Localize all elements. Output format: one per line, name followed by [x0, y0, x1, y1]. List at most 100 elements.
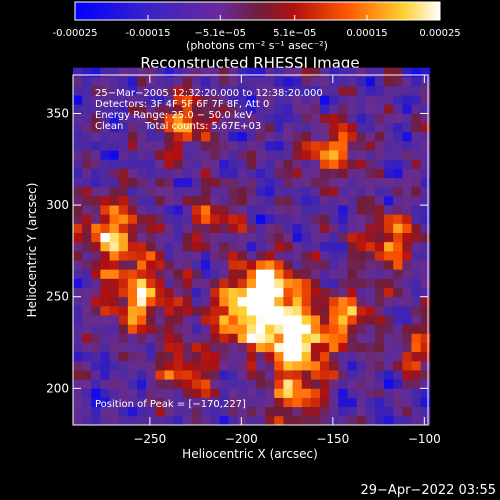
heatmap-cell: [374, 406, 385, 417]
heatmap-cell: [301, 370, 312, 380]
heatmap-cell: [246, 168, 257, 179]
heatmap-cell: [210, 305, 220, 316]
heatmap-cell: [228, 388, 239, 398]
heatmap-cell: [182, 260, 193, 270]
heatmap-cell: [100, 241, 110, 252]
heatmap-cell: [127, 168, 138, 179]
heatmap-cell: [173, 113, 184, 124]
heatmap-cell: [182, 241, 193, 252]
heatmap-cell: [255, 287, 266, 298]
heatmap-cell: [283, 177, 293, 188]
heatmap-cell: [219, 232, 229, 243]
heatmap-cell: [365, 67, 376, 78]
heatmap-cell: [210, 113, 220, 124]
heatmap-cell: [274, 76, 284, 87]
y-tick-label: 350: [46, 106, 69, 120]
heatmap-cell: [191, 287, 202, 298]
heatmap-cell: [265, 67, 275, 78]
heatmap-cell: [91, 113, 101, 124]
heatmap-cell: [91, 205, 101, 215]
heatmap-cell: [210, 232, 220, 243]
heatmap-cell: [73, 342, 83, 353]
heatmap-cell: [411, 122, 422, 133]
heatmap-cell: [82, 95, 92, 105]
heatmap-cell: [146, 305, 156, 316]
heatmap-cell: [310, 223, 321, 233]
heatmap-cell: [100, 342, 110, 353]
heatmap-cell: [320, 360, 330, 371]
heatmap-cell: [347, 269, 358, 279]
heatmap-cell: [82, 269, 92, 279]
heatmap-cell: [228, 260, 239, 270]
heatmap-cell: [365, 250, 376, 261]
heatmap-cell: [255, 260, 266, 270]
heatmap-cell: [292, 342, 303, 353]
heatmap-cell: [246, 223, 257, 233]
heatmap-cell: [164, 324, 175, 334]
heatmap-cell: [127, 223, 138, 233]
heatmap-cell: [283, 305, 293, 316]
heatmap-cell: [109, 113, 120, 124]
heatmap-cell: [402, 241, 412, 252]
heatmap-cell: [283, 131, 293, 142]
heatmap-cell: [246, 85, 257, 96]
heatmap-cell: [255, 67, 266, 78]
heatmap-cell: [201, 287, 211, 298]
heatmap-cell: [393, 140, 403, 151]
heatmap-cell: [109, 324, 120, 334]
heatmap-cell: [420, 333, 431, 343]
heatmap-cell: [338, 214, 348, 224]
heatmap-cell: [338, 351, 348, 362]
heatmap-cell: [164, 159, 175, 169]
heatmap-cell: [384, 76, 394, 87]
heatmap-cell: [100, 113, 110, 124]
heatmap-cell: [137, 186, 147, 197]
heatmap-cell: [137, 287, 147, 298]
heatmap-cell: [246, 333, 257, 343]
heatmap-cell: [329, 388, 339, 398]
heatmap-cell: [393, 351, 403, 362]
heatmap-cell: [237, 342, 248, 353]
heatmap-cell: [164, 406, 175, 417]
heatmap-cell: [384, 388, 394, 398]
heatmap-cell: [127, 85, 138, 96]
heatmap-cell: [100, 333, 110, 343]
heatmap-cell: [109, 260, 120, 270]
heatmap-cell: [265, 397, 275, 408]
heatmap-cell: [182, 287, 193, 298]
heatmap-cell: [393, 406, 403, 417]
heatmap-cell: [265, 241, 275, 252]
heatmap-cell: [155, 278, 165, 288]
heatmap-cell: [274, 223, 284, 233]
heatmap-cell: [301, 122, 312, 133]
heatmap-cell: [310, 131, 321, 142]
heatmap-cell: [118, 351, 129, 362]
heatmap-cell: [210, 388, 220, 398]
heatmap-cell: [164, 223, 175, 233]
heatmap-cell: [219, 278, 229, 288]
heatmap-cell: [118, 333, 129, 343]
heatmap-cell: [274, 260, 284, 270]
heatmap-cell: [201, 360, 211, 371]
heatmap-cell: [237, 214, 248, 224]
heatmap-cell: [82, 296, 92, 307]
annotation-peak-position: Position of Peak = [−170,227]: [95, 399, 246, 410]
heatmap-cell: [146, 168, 156, 179]
heatmap-cell: [301, 333, 312, 343]
heatmap-cell: [182, 397, 193, 408]
heatmap-cell: [118, 388, 129, 398]
heatmap-cell: [219, 370, 229, 380]
heatmap-cell: [320, 122, 330, 133]
heatmap-cell: [393, 324, 403, 334]
heatmap-cell: [356, 360, 367, 371]
heatmap-cell: [310, 168, 321, 179]
heatmap-cell: [292, 67, 303, 78]
heatmap-cell: [347, 278, 358, 288]
heatmap-cell: [191, 379, 202, 389]
heatmap-cell: [91, 232, 101, 243]
heatmap-cell: [100, 214, 110, 224]
heatmap-cell: [420, 260, 431, 270]
heatmap-cell: [292, 168, 303, 179]
heatmap-cell: [100, 370, 110, 380]
heatmap-cell: [182, 315, 193, 325]
